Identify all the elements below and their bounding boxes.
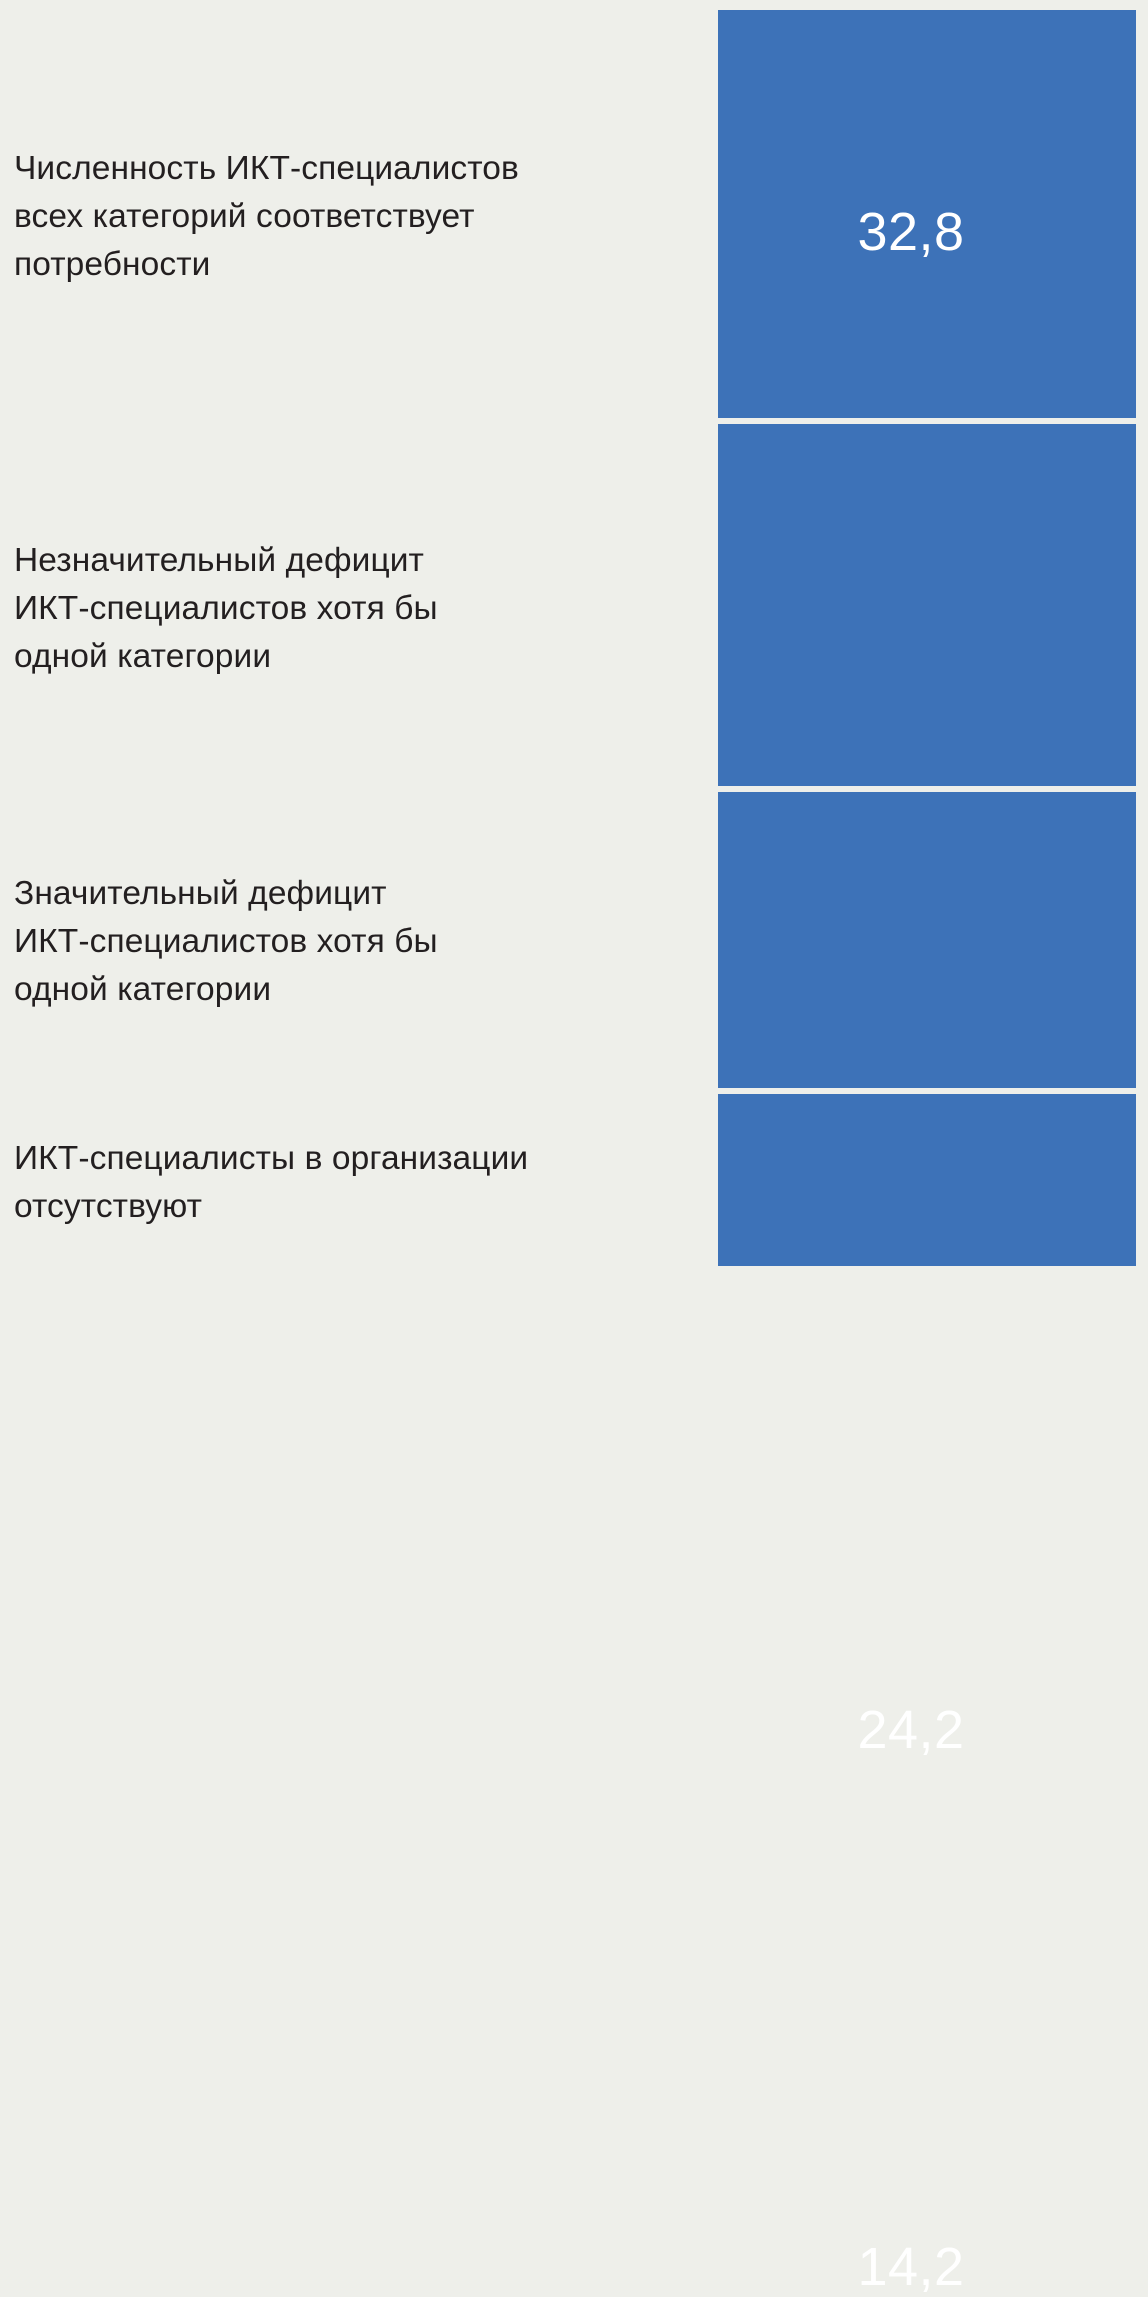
category-label-column: Численность ИКТ-специалистов всех катего… xyxy=(0,0,700,1277)
category-label-2: Значительный дефицит ИКТ-специалистов хо… xyxy=(14,875,438,1008)
bar-segment-0: 32,8 xyxy=(718,10,1136,418)
bar-segment-1: 28,8 xyxy=(718,424,1136,1058)
bar-segment-3: 14,2 xyxy=(718,1094,1136,2294)
category-label-1: Незначительный дефицит ИКТ-специалистов … xyxy=(14,542,438,675)
bar-value-label-0: 32,8 xyxy=(857,202,965,262)
bar-column: 32,8 28,8 24,2 14,2 xyxy=(718,10,1136,2294)
bar-value-label-3: 14,2 xyxy=(857,2237,965,2297)
category-label-0: Численность ИКТ-специалистов всех катего… xyxy=(14,150,519,283)
bar-segment-2: 24,2 xyxy=(718,792,1136,1757)
category-label-3: ИКТ-специалисты в организации отсутствую… xyxy=(14,1140,529,1225)
bar-value-label-2: 24,2 xyxy=(857,1700,965,1760)
